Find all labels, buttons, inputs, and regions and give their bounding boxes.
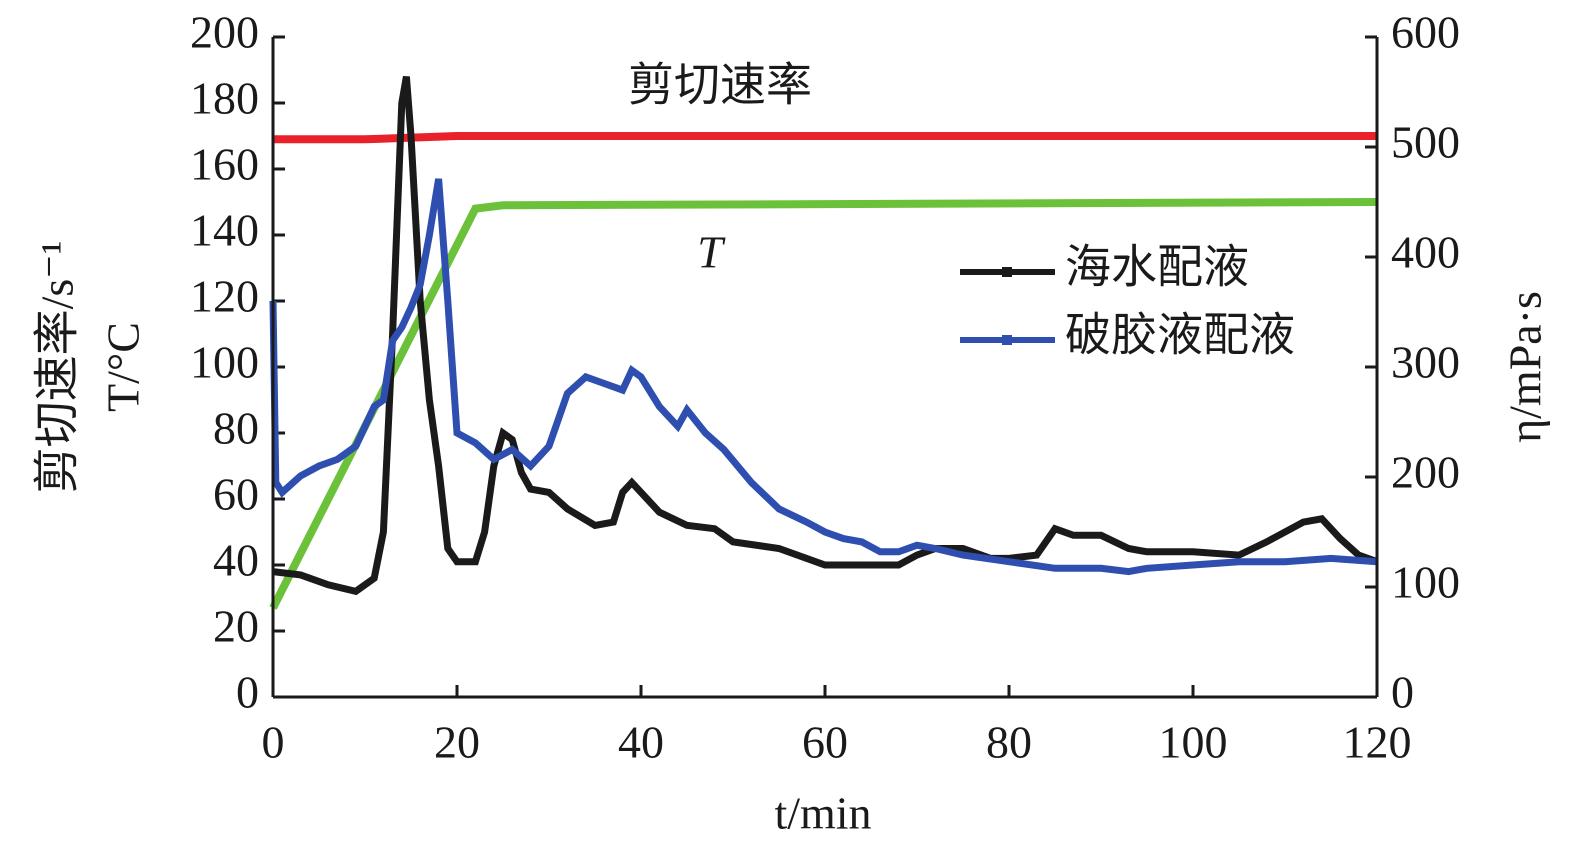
y2-tick-label: 600 bbox=[1391, 7, 1460, 58]
y-tick-label: 20 bbox=[213, 601, 259, 652]
y-tick-label: 0 bbox=[236, 667, 259, 718]
x-tick-label: 80 bbox=[986, 717, 1032, 768]
y-axis-label: 剪切速率/s⁻¹ bbox=[32, 241, 83, 494]
x-axis-label: t/min bbox=[774, 788, 871, 839]
y2-tick-label: 400 bbox=[1391, 227, 1460, 278]
y-tick-label: 60 bbox=[213, 469, 259, 520]
y2-tick-label: 500 bbox=[1391, 117, 1460, 168]
x-tick-label: 60 bbox=[802, 717, 848, 768]
x-tick-label: 100 bbox=[1159, 717, 1228, 768]
legend-marker bbox=[1002, 267, 1012, 277]
y-tick-label: 120 bbox=[190, 271, 259, 322]
legend-label: 破胶液配液 bbox=[1065, 310, 1295, 361]
y-tick-label: 180 bbox=[190, 73, 259, 124]
y2-tick-label: 200 bbox=[1391, 447, 1460, 498]
series-line bbox=[272, 75, 1379, 596]
series-label: 剪切速率 bbox=[628, 60, 812, 111]
y2-tick-label: 100 bbox=[1391, 557, 1460, 608]
y-tick-label: 200 bbox=[190, 7, 259, 58]
y-tick-label: 160 bbox=[190, 139, 259, 190]
y2-tick-label: 300 bbox=[1391, 337, 1460, 388]
x-tick-label: 40 bbox=[618, 717, 664, 768]
y-tick-label: 40 bbox=[213, 535, 259, 586]
y2-tick-label: 0 bbox=[1391, 667, 1414, 718]
y-tick-label: 100 bbox=[190, 337, 259, 388]
y-axis-label-2: T/°C bbox=[98, 322, 149, 412]
legend-marker bbox=[1002, 335, 1012, 345]
y-tick-label: 80 bbox=[213, 403, 259, 454]
x-tick-label: 0 bbox=[262, 717, 285, 768]
legend-label: 海水配液 bbox=[1065, 242, 1249, 293]
x-tick-label: 20 bbox=[434, 717, 480, 768]
series-label: T bbox=[697, 227, 726, 278]
x-tick-label: 120 bbox=[1343, 717, 1412, 768]
series-line bbox=[269, 178, 1378, 576]
y-tick-label: 140 bbox=[190, 205, 259, 256]
series-line bbox=[273, 132, 1377, 144]
y2-axis-label: η/mPa·s bbox=[1500, 291, 1551, 443]
